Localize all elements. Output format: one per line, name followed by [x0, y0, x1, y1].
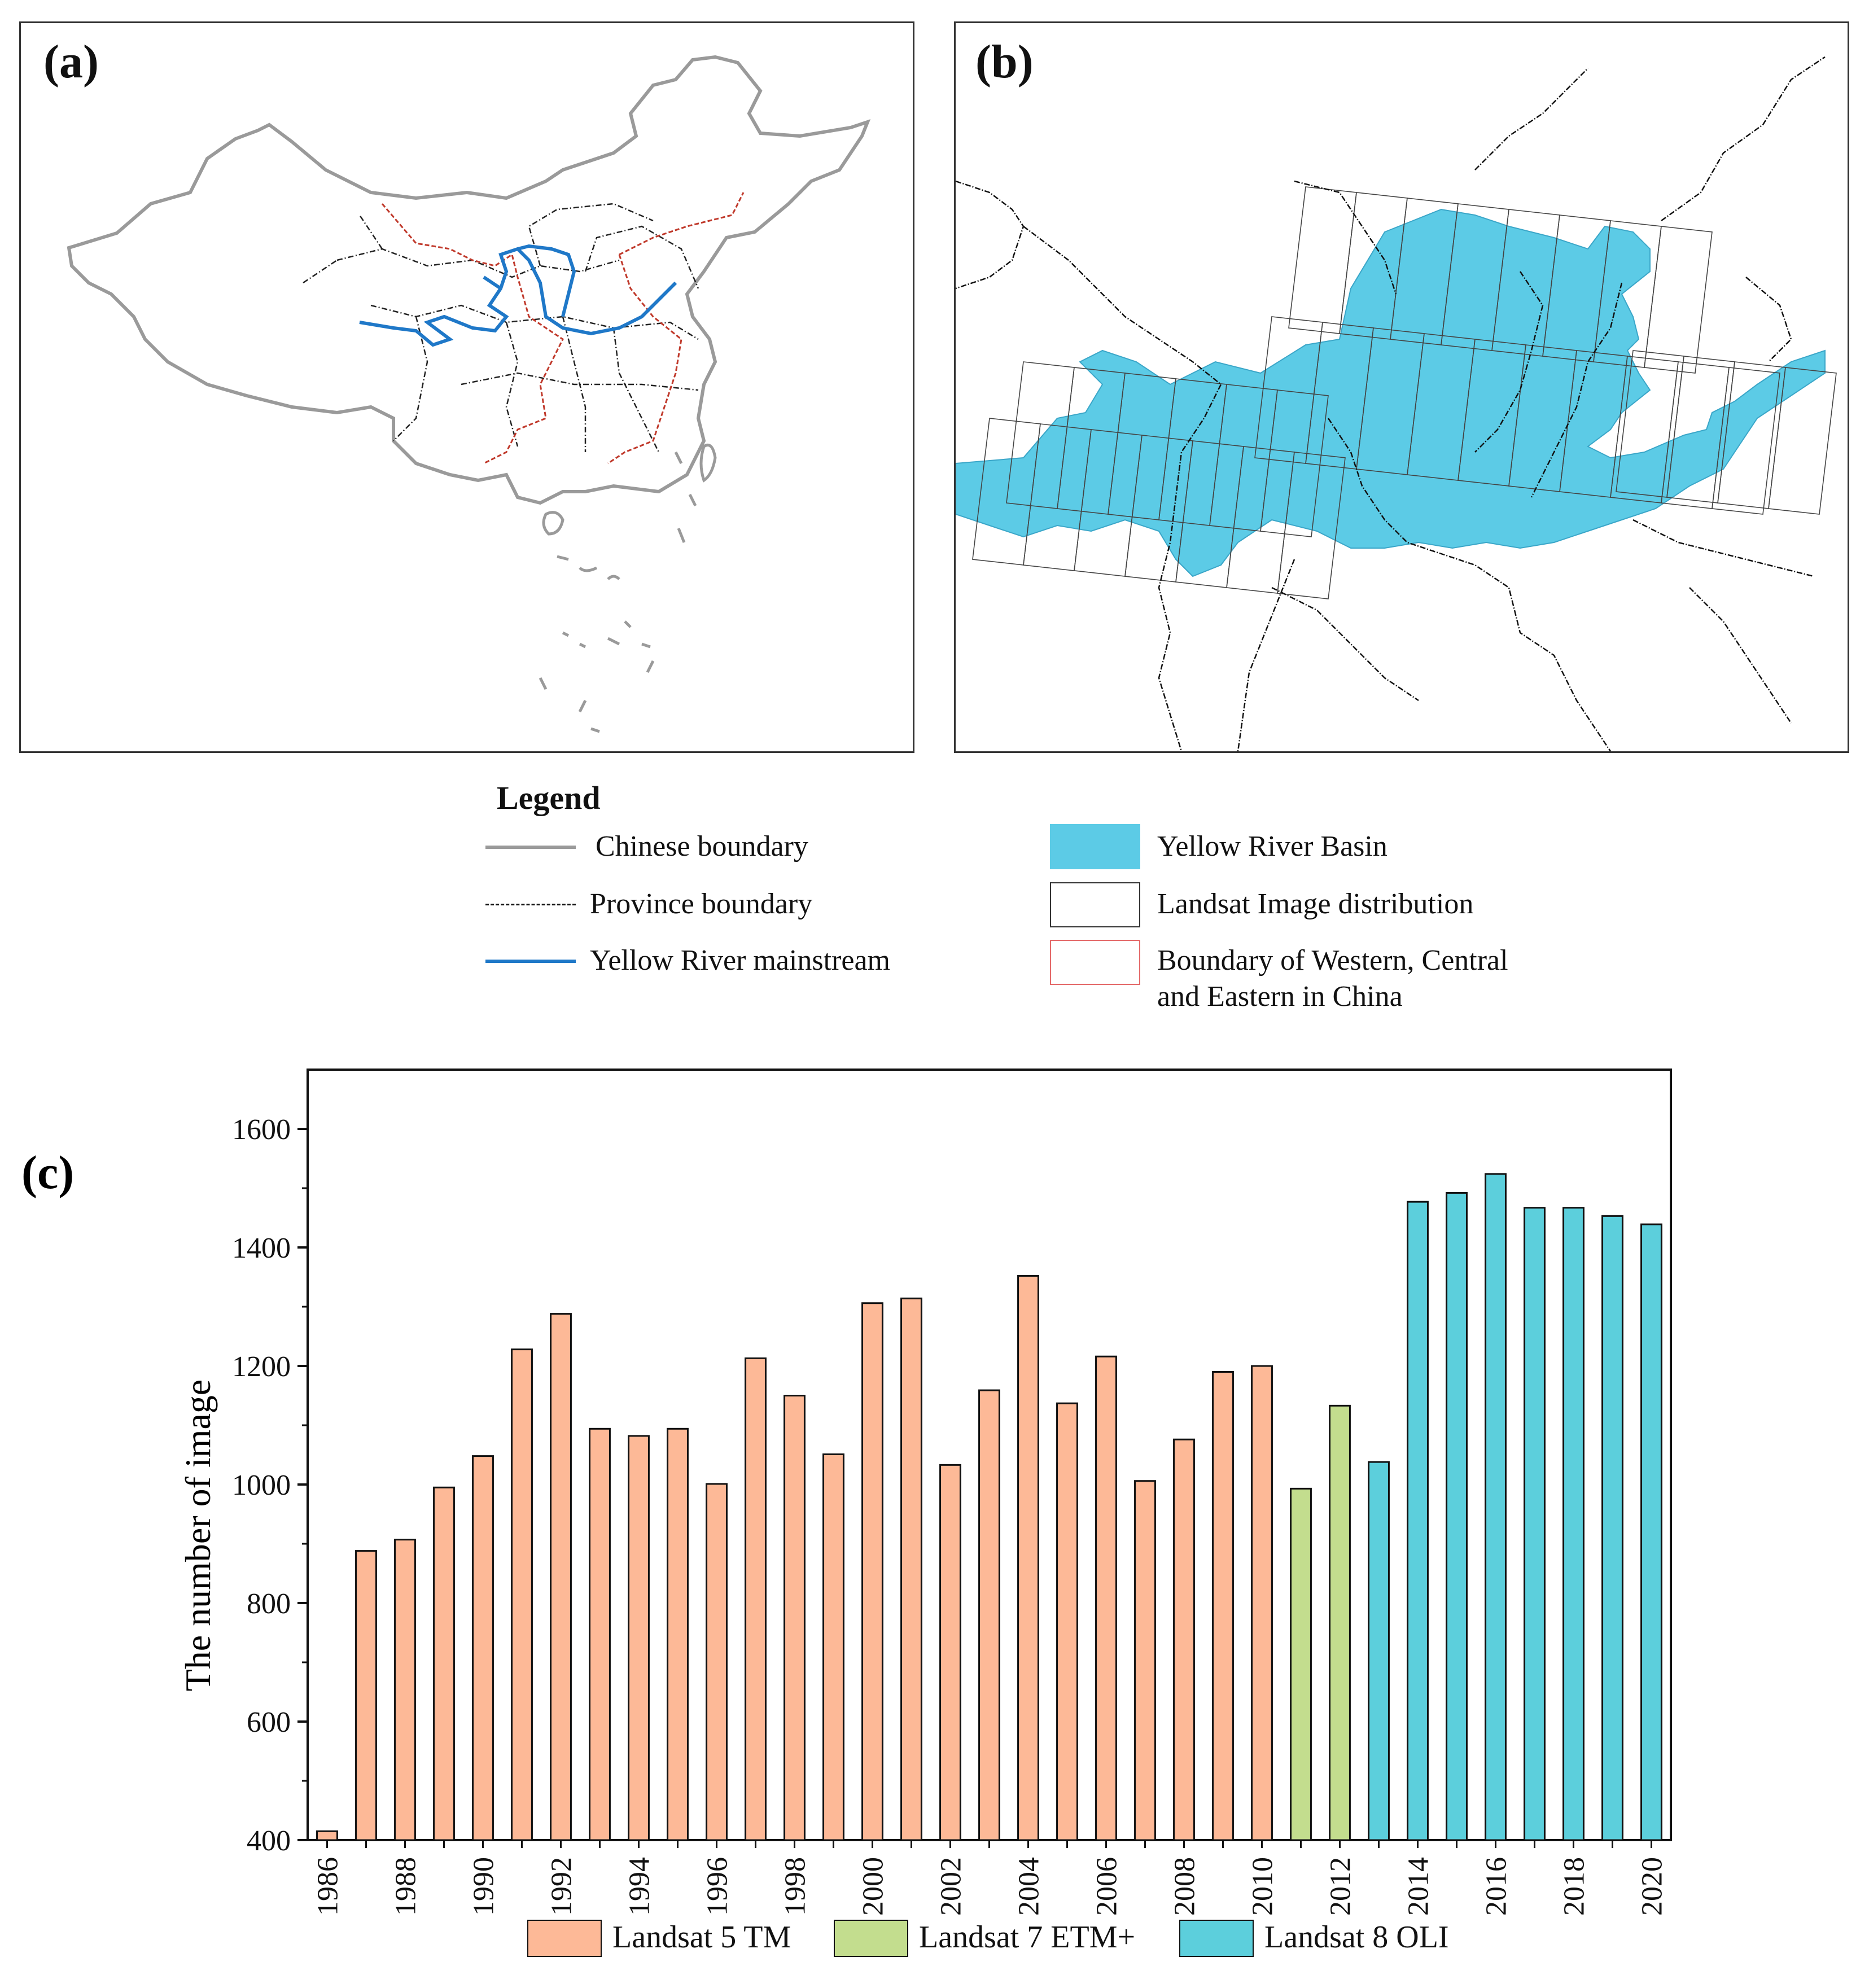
bar-1998 — [784, 1395, 806, 1841]
bar-1990 — [472, 1455, 494, 1841]
bar-2015 — [1446, 1192, 1468, 1841]
basin-map — [956, 56, 1837, 751]
x-tick-label: 1990 — [468, 1857, 500, 1916]
x-tick-label: 2010 — [1247, 1857, 1279, 1916]
image-count-chart: (c) The number of image 400 600 800 1000 120… — [21, 1069, 1672, 1957]
bar-1988 — [394, 1539, 416, 1841]
bar-2003 — [978, 1389, 1000, 1841]
bar-2010 — [1251, 1365, 1273, 1841]
x-tick-label: 2006 — [1091, 1857, 1123, 1916]
bar-1997 — [745, 1357, 767, 1841]
landsat-swatch — [1050, 882, 1140, 927]
bar-1993 — [589, 1427, 611, 1841]
y-tick-label: 1600 — [232, 1114, 291, 1146]
legend-item-region-boundary: Boundary of Western, Central and Eastern… — [1157, 943, 1508, 1015]
y-tick-label: 600 — [247, 1706, 291, 1739]
legend-swatch-L7 — [834, 1920, 908, 1957]
x-tick-label: 1988 — [390, 1857, 422, 1916]
landsat-tiles — [972, 186, 1837, 599]
region-boundary-line1: Boundary of Western, Central — [1157, 944, 1508, 977]
bar-2008 — [1173, 1438, 1195, 1841]
x-tick-label: 2008 — [1169, 1857, 1201, 1916]
region-boundary-line2: and Eastern in China — [1157, 980, 1403, 1013]
x-tick-label: 2012 — [1325, 1857, 1357, 1916]
bar-1987 — [355, 1550, 377, 1841]
x-tick-label: 1998 — [780, 1857, 812, 1916]
legend-title: Legend — [497, 780, 601, 816]
x-tick-label: 1994 — [624, 1857, 656, 1916]
x-tick-label: 1986 — [312, 1857, 344, 1916]
bar-2014 — [1407, 1201, 1429, 1841]
y-tick-label: 1200 — [232, 1351, 291, 1383]
bar-2018 — [1562, 1207, 1585, 1841]
legend-item-landsat: Landsat Image distribution — [1157, 888, 1474, 920]
x-tick-label: 2000 — [857, 1857, 890, 1916]
y-axis-label: The number of image — [178, 1380, 218, 1692]
bar-1995 — [667, 1427, 689, 1841]
bar-2005 — [1056, 1402, 1078, 1841]
chinese-boundary-swatch — [485, 846, 576, 849]
bar-1989 — [433, 1486, 455, 1841]
legend-item-chinese-boundary: Chinese boundary — [596, 830, 808, 862]
bar-1991 — [511, 1348, 533, 1841]
bar-2012 — [1329, 1404, 1351, 1841]
y-tick-label: 1000 — [232, 1469, 291, 1501]
x-tick-label: 1992 — [546, 1857, 578, 1916]
basin-swatch — [1050, 824, 1140, 869]
y-tick-label: 800 — [247, 1588, 291, 1620]
x-tick-label: 1996 — [702, 1857, 734, 1916]
legend-swatch-L8 — [1179, 1920, 1254, 1957]
x-tick-label: 2020 — [1636, 1857, 1669, 1916]
bar-2007 — [1134, 1480, 1156, 1841]
panel-a-label: (a) — [43, 36, 99, 88]
x-tick-label: 2016 — [1481, 1857, 1513, 1916]
chinese-boundary — [67, 55, 871, 505]
bar-1986 — [316, 1830, 338, 1841]
legend-item-basin: Yellow River Basin — [1157, 830, 1387, 862]
yellow-river-basin — [956, 208, 1826, 577]
x-tick-label: 2014 — [1403, 1857, 1435, 1916]
region-boundary-swatch — [1050, 940, 1140, 985]
bar-2009 — [1212, 1371, 1234, 1841]
province-boundary-swatch — [485, 904, 576, 905]
bar-2000 — [861, 1302, 883, 1841]
bar-2020 — [1640, 1223, 1662, 1841]
x-tick-label: 2002 — [935, 1857, 968, 1916]
bar-2016 — [1485, 1173, 1507, 1841]
y-tick-label: 400 — [247, 1825, 291, 1857]
map-panel-b: (b) — [954, 21, 1849, 753]
panel-b-label: (b) — [975, 36, 1034, 88]
legend-label-L5: Landsat 5 TM — [612, 1920, 791, 1955]
bar-2019 — [1601, 1215, 1623, 1841]
panel-c-label: (c) — [21, 1146, 74, 1199]
yellow-river-swatch — [485, 960, 576, 963]
bar-1994 — [628, 1435, 650, 1841]
legend-label-L8: Landsat 8 OLI — [1264, 1920, 1449, 1955]
yellow-river-mainstream — [359, 247, 677, 347]
bar-1996 — [706, 1483, 728, 1841]
x-tick-label: 2004 — [1013, 1857, 1045, 1916]
bar-2004 — [1017, 1275, 1039, 1841]
map-panel-a: (a) — [19, 21, 914, 753]
legend-label-L7: Landsat 7 ETM+ — [919, 1920, 1135, 1955]
china-map — [67, 55, 871, 733]
legend-item-province-boundary: Province boundary — [590, 888, 813, 920]
x-tick-label: 2018 — [1559, 1857, 1591, 1916]
bar-2001 — [900, 1297, 922, 1841]
bar-2013 — [1368, 1461, 1390, 1841]
bar-2006 — [1095, 1355, 1117, 1841]
bar-1992 — [550, 1313, 572, 1841]
bar-1999 — [822, 1453, 844, 1841]
legend-item-yellow-river: Yellow River mainstream — [590, 944, 890, 977]
bar-2002 — [939, 1464, 961, 1841]
bar-2011 — [1290, 1487, 1312, 1841]
y-tick-label: 1400 — [232, 1232, 291, 1264]
map-legend: Legend Chinese boundary Province boundar… — [485, 779, 1558, 1039]
legend-swatch-L5 — [527, 1920, 602, 1957]
bar-2017 — [1524, 1207, 1546, 1841]
